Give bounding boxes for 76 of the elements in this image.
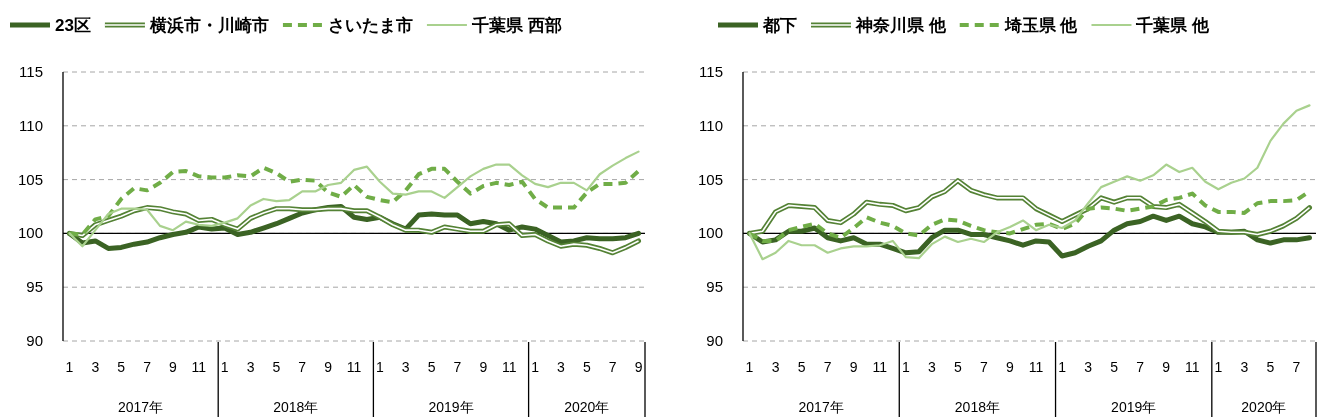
x-tick-label: 7: [453, 359, 462, 375]
x-tick-label: 11: [1185, 359, 1200, 375]
y-tick-label: 115: [19, 63, 43, 80]
x-tick-label: 7: [823, 359, 832, 375]
x-tick-label: 7: [1136, 359, 1145, 375]
x-tick-label: 1: [220, 359, 229, 375]
x-tick-label: 1: [745, 359, 754, 375]
text: 2017年: [798, 399, 844, 415]
x-tick-label: 9: [634, 359, 643, 375]
text: 2020年: [1241, 399, 1287, 415]
x-tick-label: 5: [272, 359, 281, 375]
y-tick-label: 115: [699, 63, 723, 80]
x-tick-label: 1: [531, 359, 540, 375]
line-series: [748, 104, 1311, 261]
x-tick-label: 1: [1214, 359, 1223, 375]
x-tick-label: 9: [1162, 359, 1171, 375]
text: 2020年: [564, 399, 610, 415]
y-tick-label: 100: [697, 224, 723, 242]
y-tick-label: 105: [697, 170, 723, 188]
x-tick-label: 7: [1292, 359, 1301, 375]
line-series: [67, 165, 641, 237]
x-tick-label: 1: [1058, 359, 1067, 375]
x-tick-label: 1: [65, 359, 74, 375]
text: 2019年: [428, 399, 474, 415]
x-tick-label: 9: [849, 359, 858, 375]
x-tick-label: 9: [169, 359, 178, 375]
x-tick-label: 3: [927, 359, 936, 375]
x-tick-label: 11: [501, 359, 517, 375]
y-tick-label: 110: [699, 116, 723, 134]
x-tick-label: 3: [1240, 359, 1249, 375]
y-tick-label: 110: [19, 116, 43, 134]
x-tick-label: 9: [479, 359, 488, 375]
y-tick-label: 95: [706, 278, 723, 296]
x-tick-label: 11: [346, 359, 362, 375]
x-tick-label: 3: [246, 359, 255, 375]
x-tick-label: 7: [143, 359, 152, 375]
y-tick-label: 95: [26, 278, 43, 296]
x-tick-label: 5: [1110, 359, 1119, 375]
legend-label: 埼玉県 他: [1003, 16, 1079, 35]
x-tick-label: 11: [191, 359, 207, 375]
x-tick-label: 7: [298, 359, 307, 375]
x-tick-label: 1: [375, 359, 384, 375]
text: 2018年: [273, 399, 319, 415]
x-tick-label: 7: [980, 359, 989, 375]
x-tick-label: 5: [797, 359, 806, 375]
x-tick-label: 5: [953, 359, 962, 375]
y-tick-label: 90: [706, 332, 723, 349]
legend-label: 横浜市・川崎市: [148, 16, 269, 35]
x-tick-label: 11: [1028, 359, 1044, 375]
x-tick-label: 5: [427, 359, 436, 375]
text: 2019年: [1111, 399, 1157, 415]
text: 2018年: [954, 399, 1000, 415]
x-tick-label: 7: [608, 359, 617, 375]
y-tick-label: 105: [17, 170, 43, 188]
legend-label: 23区: [55, 16, 91, 35]
x-tick-label: 3: [91, 359, 100, 375]
legend-label: 千葉県 他: [1135, 16, 1211, 35]
x-tick-label: 3: [401, 359, 410, 375]
line-series: [68, 150, 640, 248]
x-tick-label: 9: [1006, 359, 1015, 375]
y-tick-label: 90: [26, 332, 43, 349]
text: 2017年: [118, 399, 164, 415]
x-tick-label: 5: [1266, 359, 1275, 375]
x-tick-label: 3: [771, 359, 780, 375]
x-tick-label: 5: [117, 359, 126, 375]
x-tick-label: 3: [1084, 359, 1093, 375]
legend-label: 神奈川県 他: [855, 16, 947, 35]
x-tick-label: 3: [557, 359, 566, 375]
legend-label: 都下: [762, 16, 797, 35]
x-tick-label: 9: [324, 359, 333, 375]
x-tick-label: 5: [582, 359, 591, 375]
legend-label: さいたま市: [327, 16, 413, 35]
y-tick-label: 100: [17, 224, 43, 242]
x-tick-label: 1: [901, 359, 910, 375]
x-tick-label: 11: [872, 359, 888, 375]
legend-label: 千葉県 西部: [470, 16, 562, 35]
